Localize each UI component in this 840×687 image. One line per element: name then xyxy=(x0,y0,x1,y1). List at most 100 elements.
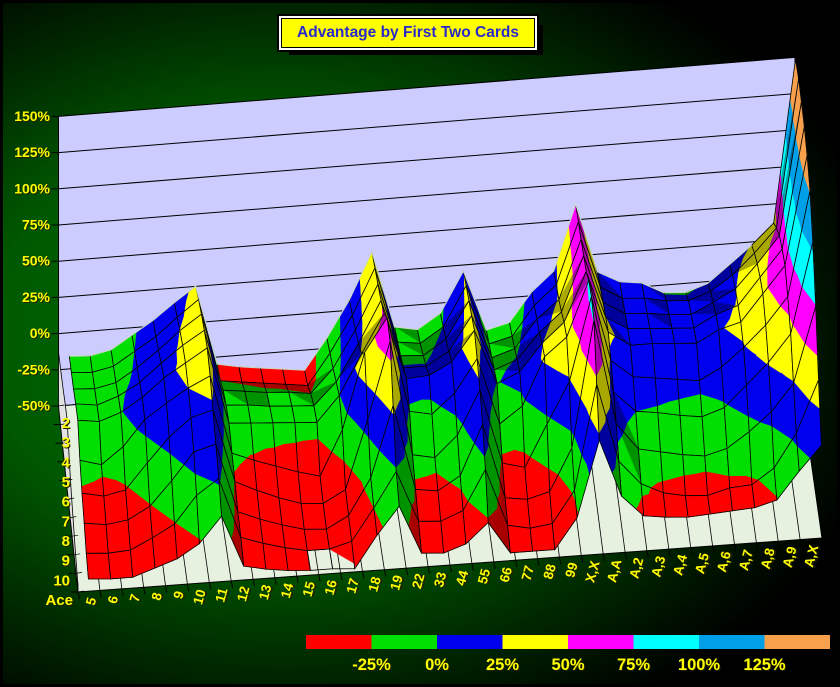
svg-text:22: 22 xyxy=(409,572,427,590)
svg-text:10: 10 xyxy=(190,588,208,606)
svg-text:10: 10 xyxy=(53,572,70,589)
svg-text:A,6: A,6 xyxy=(714,549,734,574)
svg-text:22: 22 xyxy=(411,572,429,590)
svg-text:33: 33 xyxy=(431,570,450,589)
svg-text:0%: 0% xyxy=(30,325,51,341)
svg-text:-25%: -25% xyxy=(18,362,51,378)
svg-text:50%: 50% xyxy=(552,657,585,675)
svg-text:66: 66 xyxy=(497,565,516,584)
svg-text:7: 7 xyxy=(129,593,145,604)
svg-text:Ace: Ace xyxy=(46,593,74,610)
svg-text:25%: 25% xyxy=(487,657,520,675)
svg-text:-25%: -25% xyxy=(353,657,392,675)
svg-text:-25%: -25% xyxy=(352,656,391,674)
svg-text:A,7: A,7 xyxy=(736,548,756,572)
svg-text:66: 66 xyxy=(499,565,518,584)
svg-text:6: 6 xyxy=(62,494,70,511)
svg-text:77: 77 xyxy=(521,564,539,582)
svg-text:-25%: -25% xyxy=(17,361,50,377)
svg-text:19: 19 xyxy=(387,574,405,592)
svg-text:125%: 125% xyxy=(15,145,51,161)
svg-text:6: 6 xyxy=(105,594,122,606)
svg-text:A,4: A,4 xyxy=(672,553,692,578)
svg-text:15: 15 xyxy=(300,579,319,598)
svg-text:17: 17 xyxy=(345,577,363,595)
svg-text:A,3: A,3 xyxy=(650,554,670,579)
svg-text:A,X: A,X xyxy=(803,544,823,570)
svg-text:Ace: Ace xyxy=(45,592,73,609)
svg-text:A,A: A,A xyxy=(606,558,627,585)
svg-text:A,9: A,9 xyxy=(782,545,802,569)
svg-text:9: 9 xyxy=(63,554,71,571)
svg-text:100%: 100% xyxy=(678,656,721,674)
svg-text:5: 5 xyxy=(83,595,100,607)
svg-text:A,8: A,8 xyxy=(760,546,780,571)
svg-text:75%: 75% xyxy=(618,657,651,675)
svg-text:0%: 0% xyxy=(426,657,450,675)
svg-text:3: 3 xyxy=(63,436,71,453)
svg-text:7: 7 xyxy=(63,514,71,531)
svg-text:A,A: A,A xyxy=(604,557,625,584)
svg-text:A,5: A,5 xyxy=(694,551,714,576)
svg-text:125%: 125% xyxy=(744,657,787,675)
svg-text:18: 18 xyxy=(365,575,384,594)
svg-text:14: 14 xyxy=(280,581,299,600)
svg-text:10: 10 xyxy=(192,588,210,606)
svg-text:X,X: X,X xyxy=(584,559,604,584)
svg-text:125%: 125% xyxy=(743,656,786,674)
svg-text:33: 33 xyxy=(433,570,452,589)
svg-text:150%: 150% xyxy=(14,108,50,124)
svg-text:99: 99 xyxy=(562,561,580,579)
svg-text:14: 14 xyxy=(278,581,297,600)
svg-text:100%: 100% xyxy=(15,181,51,197)
svg-text:12: 12 xyxy=(234,585,252,603)
svg-text:75%: 75% xyxy=(617,656,650,674)
svg-text:99: 99 xyxy=(564,561,582,579)
svg-text:8: 8 xyxy=(149,590,166,602)
svg-text:25%: 25% xyxy=(23,290,52,306)
svg-text:9: 9 xyxy=(62,553,70,570)
svg-text:44: 44 xyxy=(453,568,472,587)
svg-text:2: 2 xyxy=(63,416,71,433)
svg-text:100%: 100% xyxy=(679,657,722,675)
svg-text:-50%: -50% xyxy=(18,399,51,415)
svg-text:125%: 125% xyxy=(14,144,50,160)
svg-text:A,X: A,X xyxy=(801,543,821,569)
svg-text:88: 88 xyxy=(540,562,559,581)
svg-text:2: 2 xyxy=(62,415,70,432)
svg-text:16: 16 xyxy=(322,578,341,597)
svg-text:13: 13 xyxy=(258,583,277,602)
svg-text:15: 15 xyxy=(302,580,321,599)
svg-text:50%: 50% xyxy=(23,254,52,270)
svg-text:5: 5 xyxy=(62,474,70,491)
svg-text:17: 17 xyxy=(344,577,362,595)
svg-text:88: 88 xyxy=(542,562,561,581)
svg-text:A,2: A,2 xyxy=(626,556,646,580)
svg-text:4: 4 xyxy=(63,455,72,472)
svg-text:6: 6 xyxy=(63,495,71,512)
svg-text:44: 44 xyxy=(455,569,474,588)
svg-text:X,X: X,X xyxy=(582,559,602,584)
svg-text:5: 5 xyxy=(85,596,102,608)
svg-text:A,9: A,9 xyxy=(780,545,800,569)
svg-text:3: 3 xyxy=(62,435,70,452)
svg-text:A,8: A,8 xyxy=(758,546,778,571)
svg-text:A,2: A,2 xyxy=(628,556,648,580)
svg-text:0%: 0% xyxy=(31,326,52,342)
svg-text:10: 10 xyxy=(54,573,71,590)
svg-text:18: 18 xyxy=(367,575,386,594)
svg-text:11: 11 xyxy=(214,586,232,604)
svg-text:A,6: A,6 xyxy=(716,549,736,574)
svg-text:7: 7 xyxy=(127,593,143,604)
svg-text:25%: 25% xyxy=(22,289,51,305)
svg-text:A,3: A,3 xyxy=(648,554,668,579)
svg-text:100%: 100% xyxy=(14,180,50,196)
svg-text:7: 7 xyxy=(62,513,70,530)
svg-text:4: 4 xyxy=(62,454,71,471)
svg-text:25%: 25% xyxy=(486,656,519,674)
svg-text:50%: 50% xyxy=(22,253,51,269)
svg-text:55: 55 xyxy=(475,567,494,586)
svg-text:77: 77 xyxy=(519,564,537,582)
svg-text:16: 16 xyxy=(324,578,343,597)
svg-text:A,5: A,5 xyxy=(692,551,712,576)
